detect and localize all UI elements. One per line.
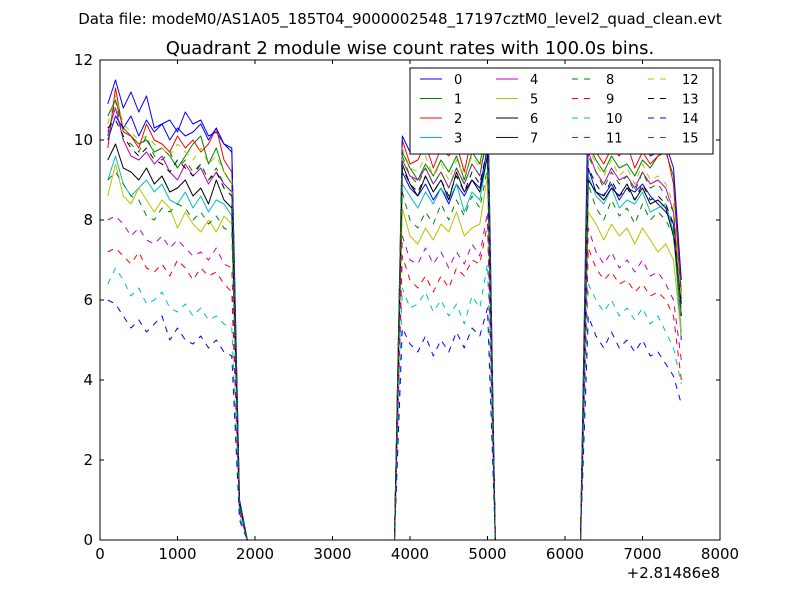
x-tick-label: 5000 [468,545,506,563]
x-offset-label: +2.81486e8 [627,564,720,582]
legend-label: 11 [606,132,623,147]
legend-box [409,67,714,155]
legend-label: 12 [682,73,699,88]
x-tick-label: 1000 [158,545,196,563]
legend-label: 2 [454,112,462,127]
legend-label: 5 [530,93,538,108]
y-tick-label: 0 [83,531,93,549]
legend-label: 14 [682,112,699,127]
legend-label: 10 [606,112,623,127]
x-tick-label: 8000 [701,545,739,563]
figure-suptitle: Data file: modeM0/AS1A05_185T04_90000025… [78,10,722,29]
legend-label: 13 [682,93,699,108]
x-tick-label: 3000 [313,545,351,563]
y-tick-label: 10 [74,131,93,149]
legend-label: 8 [606,73,614,88]
series-line-12 [107,95,682,541]
legend-label: 9 [606,93,614,108]
series-line-5 [107,163,682,541]
x-tick-label: 6000 [546,545,584,563]
legend-label: 15 [682,132,699,147]
legend-label: 6 [530,112,538,127]
series-line-3 [107,155,682,541]
legend-label: 3 [454,132,462,147]
x-tick-label: 7000 [623,545,661,563]
series-line-0 [107,79,682,541]
y-tick-label: 8 [83,211,93,229]
x-tick-label: 4000 [391,545,429,563]
y-tick-label: 6 [83,291,93,309]
legend-label: 0 [454,73,462,88]
series-line-10 [107,263,682,541]
y-tick-label: 12 [74,51,93,69]
series-line-13 [107,119,682,541]
x-tick-label: 0 [95,545,105,563]
series-line-8 [107,167,682,541]
x-tick-label: 2000 [236,545,274,563]
legend-label: 1 [454,93,462,108]
series-line-11 [107,211,682,541]
y-tick-label: 4 [83,371,93,389]
chart-title: Quadrant 2 module wise count rates with … [166,38,655,59]
series-line-14 [107,299,682,541]
y-tick-label: 2 [83,451,93,469]
legend-label: 7 [530,132,538,147]
legend-label: 4 [530,73,538,88]
series-line-15 [107,99,682,541]
ticks-layer: 0 1000 2000 3000 4000 5000 6000 7000 80000246810… [74,51,739,563]
series-line-9 [107,223,682,541]
